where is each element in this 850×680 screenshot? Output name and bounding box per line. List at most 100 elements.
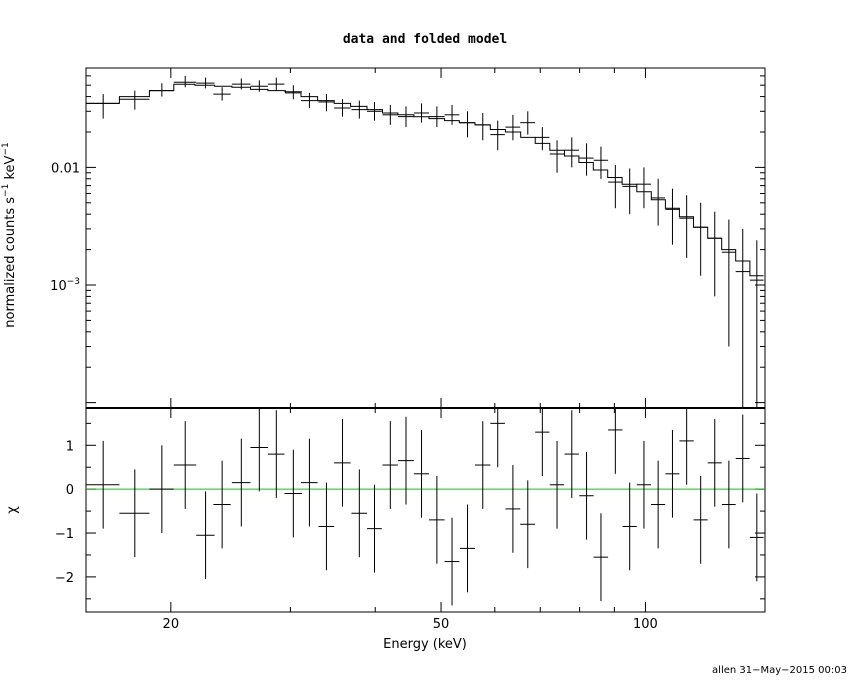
data-point [428,106,445,128]
residual-point [173,421,197,509]
residual-point [505,465,521,553]
data-point [608,164,623,209]
residual-point [284,449,302,538]
bottom-panel: 20 50 100 1 0 −1 −2 [55,68,766,632]
data-point [579,143,594,176]
data-point [490,120,505,151]
residual-point [231,438,251,527]
data-point [749,240,764,408]
residual-point [608,408,623,474]
data-point [520,111,536,135]
residual-point [549,440,565,529]
bottom-plot-frame [85,407,766,613]
data-point [397,106,414,128]
data-point [707,211,722,297]
data-point [284,85,302,100]
data-point [231,78,251,90]
data-point [213,87,231,101]
y-tick-label: −2 [55,571,74,586]
y-tick-label: 10−3 [50,277,80,294]
residual-point [721,460,736,549]
data-point [505,114,521,141]
data-point [679,195,694,258]
residual-point [149,445,174,534]
residual-point [250,408,268,492]
data-point [535,127,550,151]
data-point [564,137,579,168]
residual-point [474,421,491,509]
y-axis-label-base: normalized counts s [3,197,18,328]
residual-point [707,418,722,507]
residual-point [413,429,429,518]
y-axis-label-counts: normalized counts s−1 keV−1 [1,142,18,327]
residual-point [735,414,750,503]
data-point [334,99,351,117]
x-tick-label: 20 [163,617,180,632]
residual-point [535,408,550,476]
residual-point [397,416,414,505]
data-point [459,111,475,138]
residual-point [119,469,150,558]
data-point [196,77,215,89]
data-point [549,140,565,173]
x-tick-label: 50 [433,617,450,632]
residual-point [679,408,694,485]
y-tick-label: −1 [55,527,74,542]
top-plot-frame [85,67,766,409]
data-point [444,104,460,125]
data-point [593,146,609,179]
data-point [351,100,368,119]
residual-point [301,438,318,527]
residual-point [351,469,368,558]
y-axis-label-mid: keV [3,155,18,183]
data-point [665,188,680,245]
residual-point [334,418,351,507]
data-point [721,219,736,347]
data-point [413,103,429,123]
residual-point [318,482,335,571]
residual-point [367,484,382,573]
data-point [301,92,318,108]
residual-point [579,451,594,540]
y-axis-label-chi: χ [5,506,20,514]
chart-title: data and folded model [343,32,507,47]
data-point [173,75,197,88]
data-point [86,94,120,119]
data-point [382,104,398,125]
y-axis-label-exp2: −1 [1,142,11,155]
data-point [474,113,491,141]
data-point [636,167,651,209]
residual-point [459,504,475,593]
data-point [622,168,637,215]
top-panel: 0.01 10−3 [50,67,766,409]
residual-point [382,421,398,509]
residual-point [86,440,120,529]
y-tick-label: 0.01 [51,161,80,176]
residual-point [267,410,285,498]
y-axis-label-exp1: −1 [1,184,11,197]
residual-point [622,482,637,571]
residual-point [749,493,764,582]
residual-point [593,513,609,602]
data-point [650,178,666,226]
y-tick-label: 0 [66,483,74,498]
residual-point [213,460,231,549]
residual-point [665,429,680,518]
data-point [318,94,335,112]
residual-point [520,480,536,569]
x-tick-label: 100 [633,617,658,632]
residual-point [196,491,215,580]
data-point [735,228,750,408]
data-point [267,77,285,91]
x-axis-label: Energy (keV) [383,637,467,652]
data-point [119,90,150,110]
residual-point [490,408,505,468]
residual-point [564,410,579,498]
residual-point [636,440,651,529]
residual-point [650,460,666,549]
residual-point [428,476,445,564]
residual-point [444,517,460,606]
data-point [250,80,268,92]
data-point [149,83,174,97]
